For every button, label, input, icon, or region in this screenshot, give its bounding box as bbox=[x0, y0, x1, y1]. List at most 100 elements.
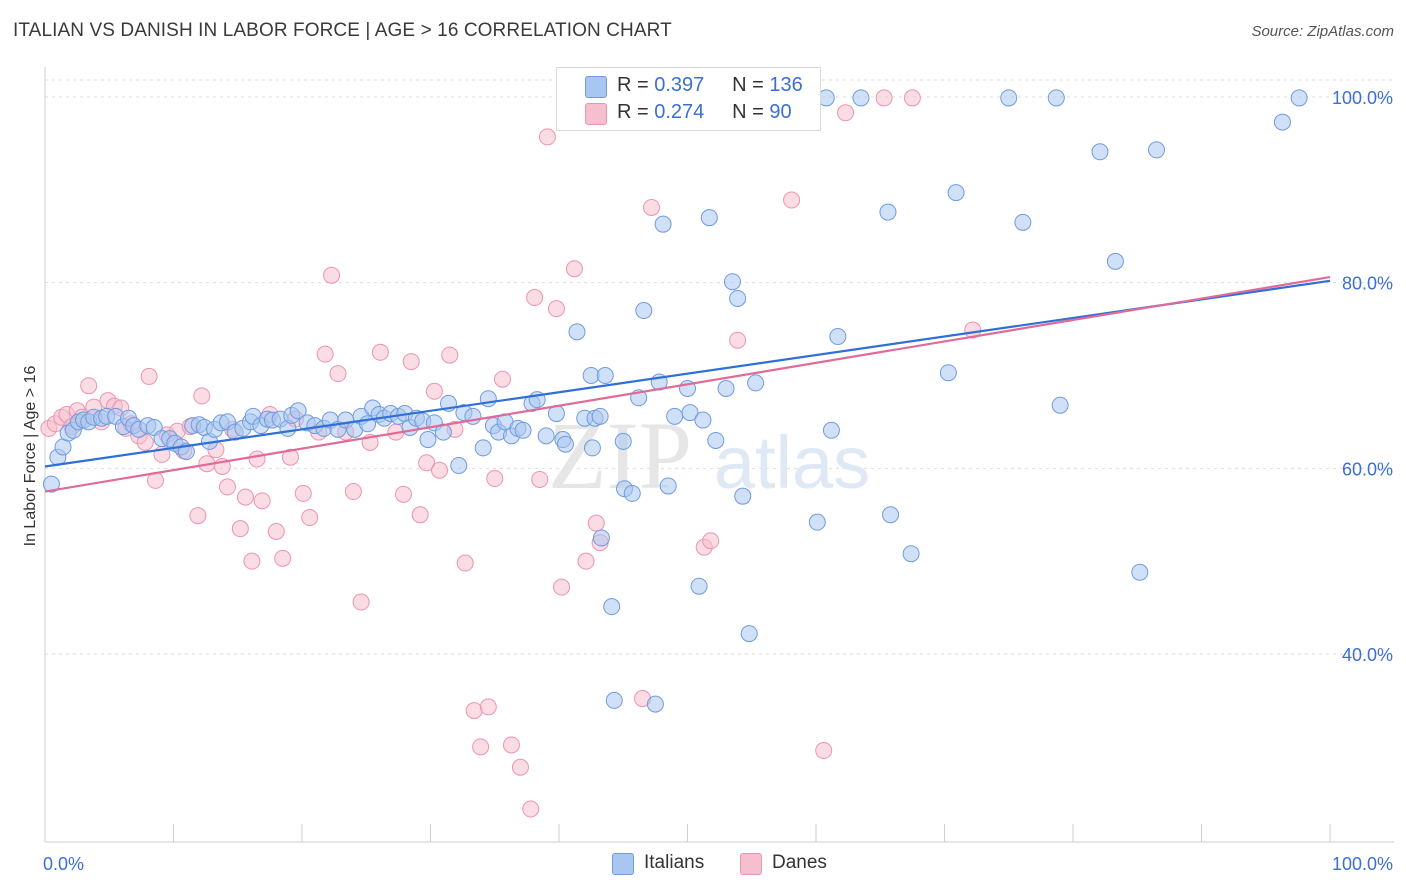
danes-swatch bbox=[585, 103, 607, 125]
italians-point bbox=[1131, 563, 1149, 581]
italians-point bbox=[596, 367, 614, 384]
italians-point bbox=[734, 487, 752, 505]
italians-point bbox=[1148, 141, 1166, 159]
danes-point bbox=[243, 552, 261, 570]
danes-point bbox=[248, 450, 266, 468]
danes-r-value: 0.274 bbox=[654, 101, 705, 123]
danes-point bbox=[430, 461, 448, 479]
danes-point bbox=[231, 520, 249, 538]
italians-point bbox=[681, 404, 699, 422]
danes-point bbox=[522, 800, 540, 818]
danes-point bbox=[526, 289, 544, 307]
danes-point bbox=[702, 532, 720, 550]
danes-point bbox=[236, 488, 254, 506]
italians-point bbox=[879, 203, 897, 221]
italians-point bbox=[583, 439, 601, 457]
italians-point bbox=[694, 411, 712, 429]
x-tick-label: 0.0% bbox=[43, 854, 84, 874]
italians-swatch bbox=[585, 76, 607, 98]
italians-point bbox=[939, 364, 957, 382]
italians-point bbox=[829, 328, 847, 346]
italians-point bbox=[1014, 213, 1032, 231]
danes-point bbox=[371, 343, 389, 361]
danes-point bbox=[493, 370, 511, 388]
danes-point bbox=[456, 554, 474, 572]
y-axis-label: In Labor Force | Age > 16 bbox=[22, 366, 39, 547]
danes-point bbox=[531, 470, 549, 488]
danes-point bbox=[218, 478, 236, 496]
italians-point bbox=[717, 379, 735, 397]
italians-point bbox=[1047, 89, 1065, 107]
italians-point bbox=[450, 457, 468, 475]
danes-point bbox=[323, 266, 341, 284]
italians-point bbox=[1273, 113, 1291, 131]
italians-point bbox=[808, 513, 826, 531]
danes-point bbox=[577, 552, 595, 570]
stats-legend: R = 0.397 N = 136 R = 0.274 N = 90 bbox=[556, 67, 821, 131]
danes-point bbox=[502, 736, 520, 754]
italians-point bbox=[747, 374, 765, 392]
danes-point bbox=[837, 104, 855, 122]
danes-point bbox=[189, 507, 207, 525]
italians-points bbox=[42, 89, 1308, 713]
italians-point bbox=[690, 577, 708, 595]
danes-point bbox=[267, 522, 285, 540]
danes-legend-swatch bbox=[740, 853, 762, 875]
danes-point bbox=[253, 492, 271, 510]
danes-point bbox=[815, 742, 833, 760]
danes-point bbox=[193, 387, 211, 405]
danes-point bbox=[441, 346, 459, 364]
danes-point bbox=[344, 483, 362, 501]
danes-point bbox=[547, 300, 565, 318]
italians-point bbox=[666, 407, 684, 425]
tick-labels: 40.0% 60.0% 80.0% 100.0% 0.0% 100.0% bbox=[43, 88, 1393, 874]
danes-point bbox=[329, 365, 347, 383]
danes-points bbox=[40, 89, 982, 818]
italians-point bbox=[614, 432, 632, 450]
italians-point bbox=[592, 529, 610, 547]
italians-point bbox=[723, 273, 741, 291]
italians-point bbox=[568, 323, 586, 341]
italians-point bbox=[603, 598, 621, 616]
italians-legend-label: Italians bbox=[644, 852, 705, 873]
italians-point bbox=[822, 421, 840, 439]
n-label: N = bbox=[732, 101, 764, 123]
italians-point bbox=[1290, 89, 1308, 107]
danes-point bbox=[875, 89, 893, 107]
danes-point bbox=[472, 738, 490, 756]
danes-point bbox=[316, 345, 334, 363]
italians-point bbox=[707, 431, 725, 449]
danes-point bbox=[281, 448, 299, 466]
italians-point bbox=[591, 407, 609, 425]
italians-point bbox=[556, 435, 574, 453]
italians-point bbox=[289, 402, 307, 420]
italians-r-value: 0.397 bbox=[654, 74, 705, 96]
danes-point bbox=[479, 698, 497, 716]
italians-point bbox=[42, 475, 60, 493]
italians-point bbox=[1106, 252, 1124, 270]
danes-point bbox=[402, 353, 420, 371]
italians-point bbox=[537, 427, 555, 445]
danes-point bbox=[395, 485, 413, 503]
trend-lines bbox=[44, 276, 1331, 493]
italians-point bbox=[635, 302, 653, 320]
danes-point bbox=[418, 454, 436, 472]
italians-point bbox=[852, 89, 870, 107]
italians-n-value: 136 bbox=[769, 74, 803, 96]
danes-point bbox=[729, 331, 747, 349]
y-tick-label: 40.0% bbox=[1342, 645, 1393, 665]
italians-point bbox=[419, 431, 437, 449]
r-label: R = bbox=[617, 101, 649, 123]
r-label: R = bbox=[617, 74, 649, 96]
italians-point bbox=[646, 695, 664, 713]
danes-legend-label: Danes bbox=[772, 852, 827, 873]
italians-point bbox=[947, 184, 965, 202]
danes-point bbox=[511, 758, 529, 776]
y-tick-label: 80.0% bbox=[1342, 274, 1393, 294]
chart-title: ITALIAN VS DANISH IN LABOR FORCE | AGE >… bbox=[13, 20, 672, 41]
italians-point bbox=[700, 209, 718, 227]
danes-point bbox=[80, 377, 98, 395]
danes-point bbox=[565, 260, 583, 278]
italians-point bbox=[514, 421, 532, 439]
